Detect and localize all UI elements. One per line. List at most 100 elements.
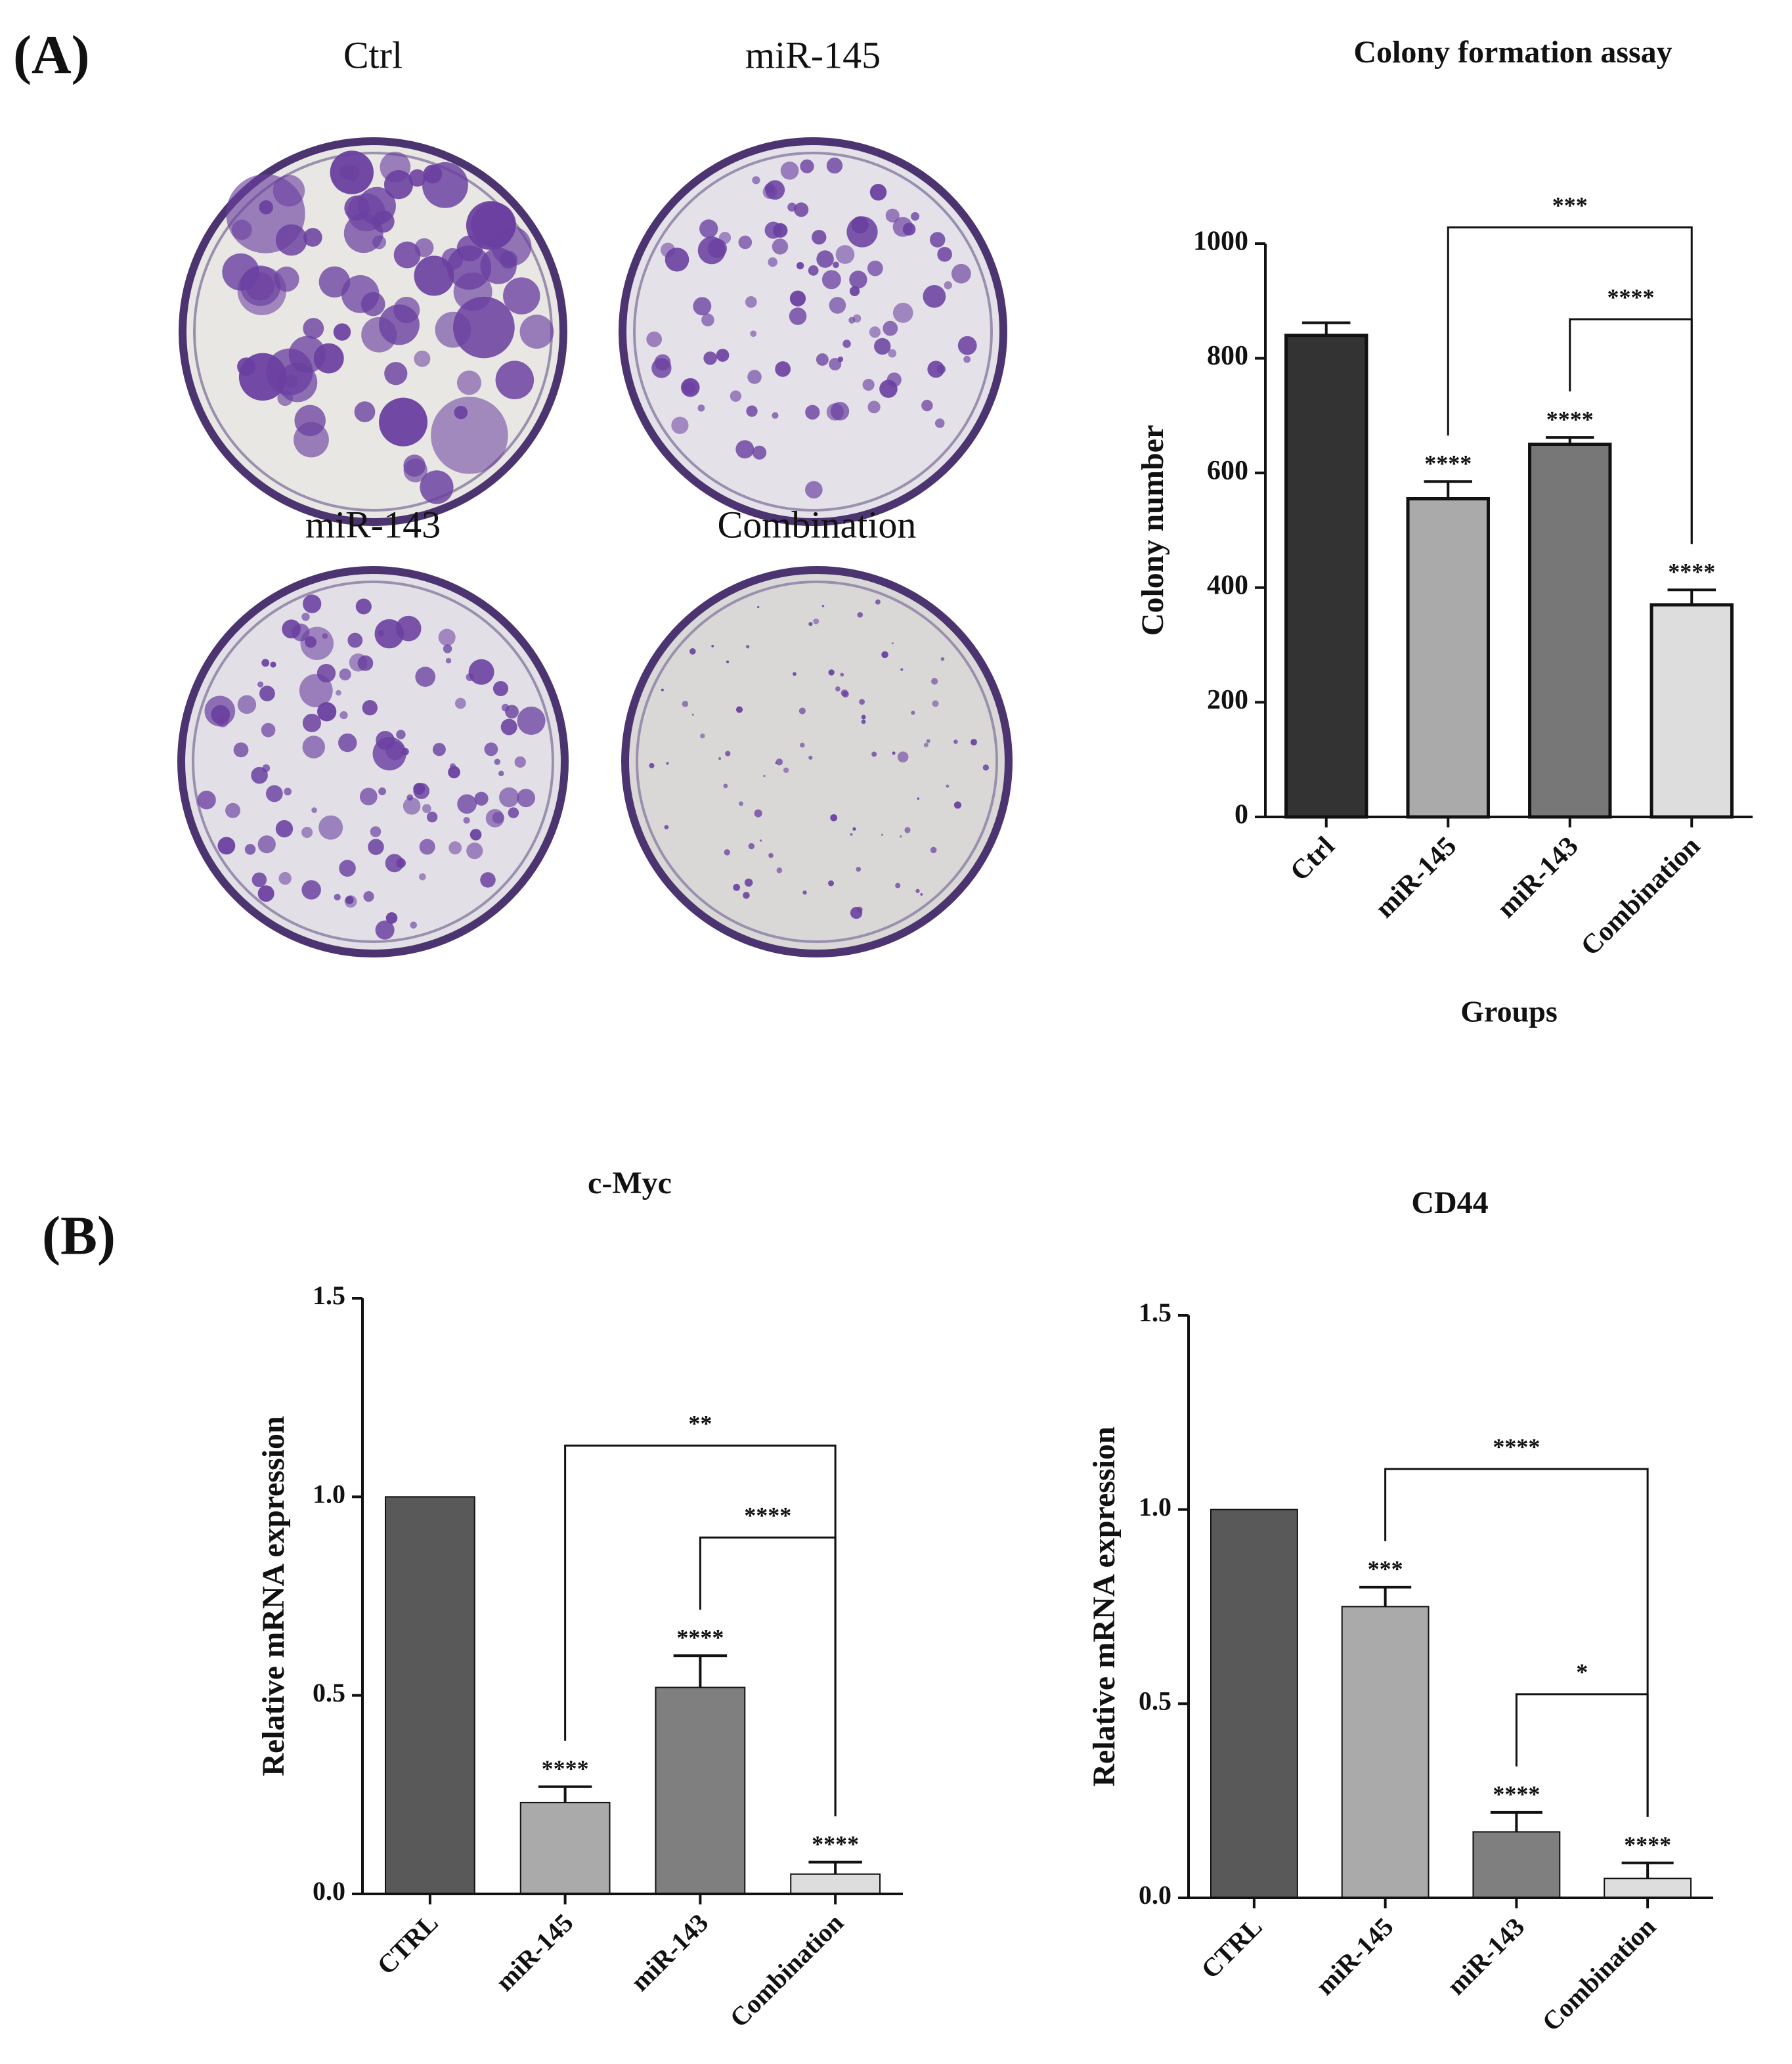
colony <box>746 405 758 417</box>
bar <box>519 1801 611 1895</box>
colony <box>408 169 426 187</box>
colony <box>305 636 317 648</box>
x-axis-label: Groups <box>1460 995 1557 1028</box>
colony <box>797 262 804 270</box>
colony <box>748 843 755 850</box>
dish-rim <box>633 152 993 512</box>
colony <box>835 245 855 264</box>
y-tick-label: 200 <box>1207 685 1248 715</box>
colony <box>345 896 354 904</box>
y-tick-label: 0.0 <box>313 1876 345 1906</box>
y-axis-label: Relative mRNA expression <box>256 1416 291 1776</box>
colony <box>426 811 438 823</box>
plate-label: miR-143 <box>305 503 441 546</box>
colony <box>951 263 971 284</box>
panel-label: (B) <box>42 1205 116 1266</box>
colony <box>339 860 356 877</box>
colony <box>772 238 789 255</box>
colony <box>275 820 294 838</box>
colony <box>257 681 264 688</box>
colony <box>414 350 431 367</box>
colony <box>671 416 689 434</box>
colony <box>336 690 341 696</box>
colony <box>284 374 298 388</box>
colony <box>470 829 482 841</box>
colony <box>303 594 322 613</box>
colony <box>776 758 783 766</box>
colony <box>730 390 742 402</box>
x-tick-label: miR-143 <box>1491 831 1584 923</box>
comparison-label: **** <box>744 1502 791 1528</box>
colony <box>793 672 797 676</box>
colony <box>808 622 813 626</box>
colony <box>745 296 757 308</box>
colony <box>768 852 774 858</box>
colony <box>867 401 881 414</box>
colony <box>931 678 938 685</box>
comparison-label: * <box>1576 1659 1588 1685</box>
colony <box>494 758 501 765</box>
colony <box>333 323 351 341</box>
colony <box>448 841 462 854</box>
comparison-label: *** <box>1552 192 1588 218</box>
colony <box>466 673 474 682</box>
colony <box>689 648 696 655</box>
colony <box>861 719 866 724</box>
colony <box>850 833 853 836</box>
x-tick-label: miR-143 <box>625 1908 714 1997</box>
colony <box>733 883 741 891</box>
colony <box>682 701 689 707</box>
colony <box>664 825 669 829</box>
colony <box>701 313 714 327</box>
colony <box>423 164 443 184</box>
colony <box>852 827 856 831</box>
colony <box>852 314 862 323</box>
colony <box>222 253 259 291</box>
colony <box>396 730 406 739</box>
colony <box>862 378 875 391</box>
colony <box>775 361 791 377</box>
plate-label: Combination <box>718 503 917 546</box>
colony <box>725 751 731 757</box>
colony <box>697 404 705 412</box>
colony <box>413 783 426 795</box>
colony <box>251 872 267 887</box>
colony <box>517 707 546 736</box>
colony <box>849 286 860 296</box>
colony <box>745 644 750 649</box>
colony <box>383 170 414 200</box>
colony <box>927 361 945 378</box>
colony <box>920 893 923 896</box>
colony <box>379 397 428 447</box>
colony <box>861 714 866 720</box>
colony <box>378 304 420 345</box>
colony <box>317 702 337 722</box>
colony <box>946 784 950 788</box>
x-tick-label: miR-143 <box>1441 1912 1531 2001</box>
bar <box>1406 496 1490 819</box>
colony <box>419 839 435 855</box>
colony <box>789 307 807 325</box>
colony <box>828 880 835 887</box>
colony <box>517 789 535 808</box>
plate-label: Ctrl <box>343 33 403 76</box>
colony <box>500 718 517 736</box>
colony <box>750 330 757 338</box>
colony <box>816 250 834 268</box>
colony <box>830 814 838 822</box>
colony <box>841 689 848 697</box>
colony <box>875 599 881 605</box>
chart-title: CD44 <box>1411 1185 1488 1220</box>
colony <box>270 661 276 668</box>
colony <box>829 297 846 314</box>
colony <box>466 843 483 860</box>
colony <box>474 791 489 806</box>
x-tick-label: Ctrl <box>1284 831 1340 887</box>
colony <box>498 770 504 777</box>
colony <box>768 257 777 267</box>
x-tick-label: Combination <box>1575 831 1706 961</box>
colony <box>735 706 743 713</box>
colony <box>420 470 454 504</box>
x-tick-label: Combination <box>724 1908 849 2033</box>
